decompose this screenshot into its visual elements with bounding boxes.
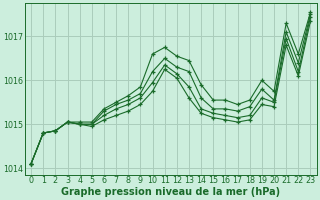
- X-axis label: Graphe pression niveau de la mer (hPa): Graphe pression niveau de la mer (hPa): [61, 187, 280, 197]
